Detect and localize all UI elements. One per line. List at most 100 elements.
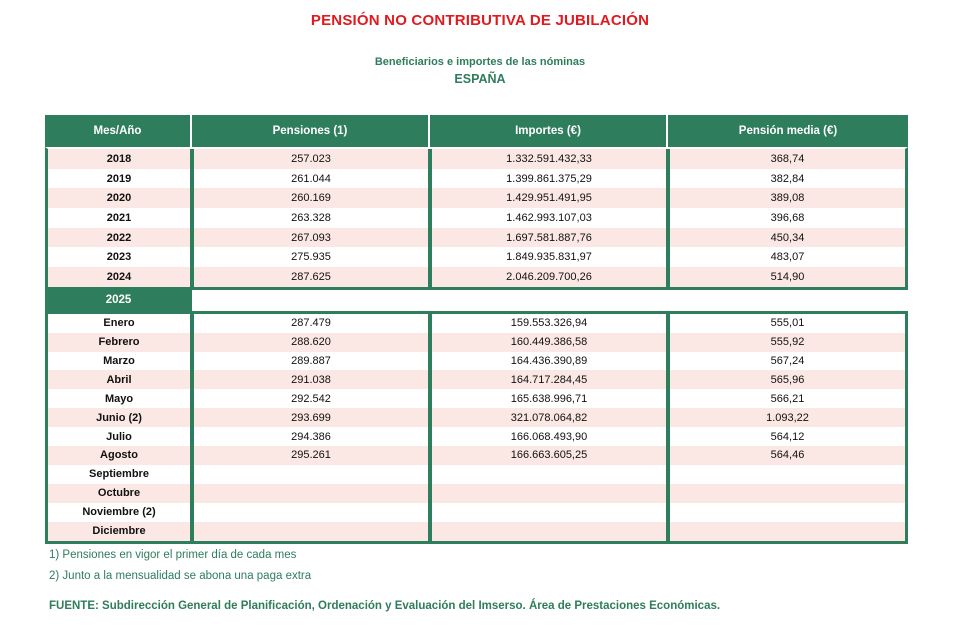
- cell-media: 368,74: [770, 152, 805, 165]
- page-title: PENSIÓN NO CONTRIBUTIVA DE JUBILACIÓN: [310, 12, 650, 29]
- cell-media: 564,12: [770, 430, 805, 443]
- cell-label: Febrero: [48, 332, 194, 352]
- cell-importes: 2.046.209.700,26: [432, 267, 670, 287]
- table-row: Marzo 289.887 164.436.390,89 567,24: [48, 351, 905, 371]
- cell-media: [670, 503, 905, 522]
- cell-importes: [432, 464, 670, 484]
- cell-media: 555,01: [770, 317, 805, 330]
- cell-label: 2018: [48, 149, 194, 169]
- table-row: 2022 267.093 1.697.581.887,76 450,34: [48, 227, 905, 248]
- source-line: FUENTE: Subdirección General de Planific…: [49, 600, 721, 612]
- table-row: Noviembre (2): [48, 502, 905, 522]
- cell-importes: 166.663.605,25: [432, 446, 670, 465]
- cell-importes: 1.849.935.831,97: [432, 247, 670, 268]
- cell-pensiones: [194, 464, 432, 484]
- cell-pensiones: 292.542: [194, 389, 432, 409]
- table-row: Octubre: [48, 483, 905, 503]
- cell-importes: 1.399.861.375,29: [432, 168, 670, 189]
- cell-label: Octubre: [48, 483, 194, 503]
- cell-importes: 1.462.993.107,03: [432, 208, 670, 228]
- cell-pensiones: 260.169: [194, 188, 432, 209]
- table-row: Diciembre: [48, 521, 905, 541]
- cell-importes: [432, 502, 670, 522]
- table-row: Mayo 292.542 165.638.996,71 566,21: [48, 389, 905, 409]
- cell-pensiones: 287.625: [194, 267, 432, 287]
- header-mes-ano: Mes/Año: [45, 115, 192, 147]
- cell-importes: 165.638.996,71: [432, 389, 670, 409]
- table-row: Julio 294.386 166.068.493,90 564,12: [48, 427, 905, 447]
- footnote-2: 2) Junto a la mensualidad se abona una p…: [49, 570, 312, 582]
- cell-pensiones: 287.479: [194, 313, 432, 333]
- cell-pensiones: [194, 483, 432, 503]
- cell-importes: 164.717.284,45: [432, 370, 670, 390]
- section-2025-label: 2025: [45, 289, 192, 311]
- cell-media: 566,21: [770, 392, 805, 405]
- years-section: 2018 257.023 1.332.591.432,33 368,74 2019 261…: [45, 147, 908, 290]
- cell-pensiones: 293.699: [194, 408, 432, 428]
- cell-importes: 166.068.493,90: [432, 427, 670, 447]
- cell-label: Enero: [48, 313, 194, 333]
- table-row: Febrero 288.620 160.449.386,58 555,92: [48, 332, 905, 352]
- cell-pensiones: 291.038: [194, 370, 432, 390]
- cell-media: 567,24: [770, 355, 805, 368]
- cell-pensiones: 263.328: [194, 208, 432, 228]
- table-row: Septiembre: [48, 464, 905, 484]
- cell-label: 2024: [48, 267, 194, 287]
- table-row: 2019 261.044 1.399.861.375,29 382,84: [48, 168, 905, 189]
- cell-label: Septiembre: [48, 464, 194, 484]
- cell-label: Marzo: [48, 351, 194, 371]
- cell-media: 389,08: [770, 192, 805, 205]
- cell-importes: 1.429.951.491,95: [432, 188, 670, 209]
- cell-media: 483,07: [770, 251, 805, 264]
- cell-media: [670, 484, 905, 503]
- table-header-row: Mes/Año Pensiones (1) Importes (€) Pensi…: [45, 115, 908, 147]
- header-pension-media: Pensión media (€): [738, 125, 838, 137]
- header-importes: Importes (€): [430, 115, 668, 147]
- cell-label: 2019: [48, 168, 194, 189]
- table-row: Agosto 295.261 166.663.605,25 564,46: [48, 446, 905, 465]
- section-2025-row: 2025: [45, 289, 908, 311]
- cell-pensiones: [194, 521, 432, 541]
- table-row: 2021 263.328 1.462.993.107,03 396,68: [48, 208, 905, 228]
- cell-pensiones: 294.386: [194, 427, 432, 447]
- cell-label: 2023: [48, 247, 194, 268]
- cell-media: 450,34: [770, 231, 805, 244]
- cell-label: 2022: [48, 227, 194, 248]
- cell-label: 2021: [48, 208, 194, 228]
- table-row: Enero 287.479 159.553.326,94 555,01: [48, 313, 905, 333]
- pension-table: Mes/Año Pensiones (1) Importes (€) Pensi…: [45, 115, 908, 544]
- cell-media: 514,90: [770, 270, 805, 283]
- table-row: Junio (2) 293.699 321.078.064,82 1.093,22: [48, 408, 905, 428]
- cell-media: 555,92: [770, 336, 805, 349]
- cell-importes: [432, 483, 670, 503]
- cell-pensiones: 289.887: [194, 351, 432, 371]
- cell-importes: 1.332.591.432,33: [432, 149, 670, 169]
- cell-pensiones: 267.093: [194, 227, 432, 248]
- table-row: 2023 275.935 1.849.935.831,97 483,07: [48, 247, 905, 268]
- cell-label: Julio: [48, 427, 194, 447]
- cell-pensiones: [194, 502, 432, 522]
- cell-pensiones: 295.261: [194, 446, 432, 465]
- cell-media: [670, 522, 905, 541]
- table-row: 2018 257.023 1.332.591.432,33 368,74: [48, 149, 905, 169]
- cell-media: 565,96: [770, 373, 805, 386]
- cell-importes: 164.436.390,89: [432, 351, 670, 371]
- cell-pensiones: 288.620: [194, 332, 432, 352]
- header-pensiones: Pensiones (1): [192, 115, 430, 147]
- cell-media: 382,84: [770, 172, 805, 185]
- page-subtitle: Beneficiarios e importes de las nóminas: [374, 56, 586, 68]
- months-section: Enero 287.479 159.553.326,94 555,01 Febrero 2…: [45, 310, 908, 544]
- cell-label: Mayo: [48, 389, 194, 409]
- table-row: Abril 291.038 164.717.284,45 565,96: [48, 370, 905, 390]
- cell-media: 396,68: [770, 211, 805, 224]
- cell-importes: 1.697.581.887,76: [432, 227, 670, 248]
- cell-importes: 160.449.386,58: [432, 332, 670, 352]
- cell-media: 1.093,22: [766, 411, 809, 424]
- cell-importes: 321.078.064,82: [432, 408, 670, 428]
- cell-pensiones: 275.935: [194, 247, 432, 268]
- cell-media: [670, 465, 905, 484]
- footnote-1: 1) Pensiones en vigor el primer día de c…: [49, 549, 297, 561]
- table-row: 2020 260.169 1.429.951.491,95 389,08: [48, 188, 905, 209]
- cell-importes: [432, 521, 670, 541]
- region-label: ESPAÑA: [454, 72, 506, 86]
